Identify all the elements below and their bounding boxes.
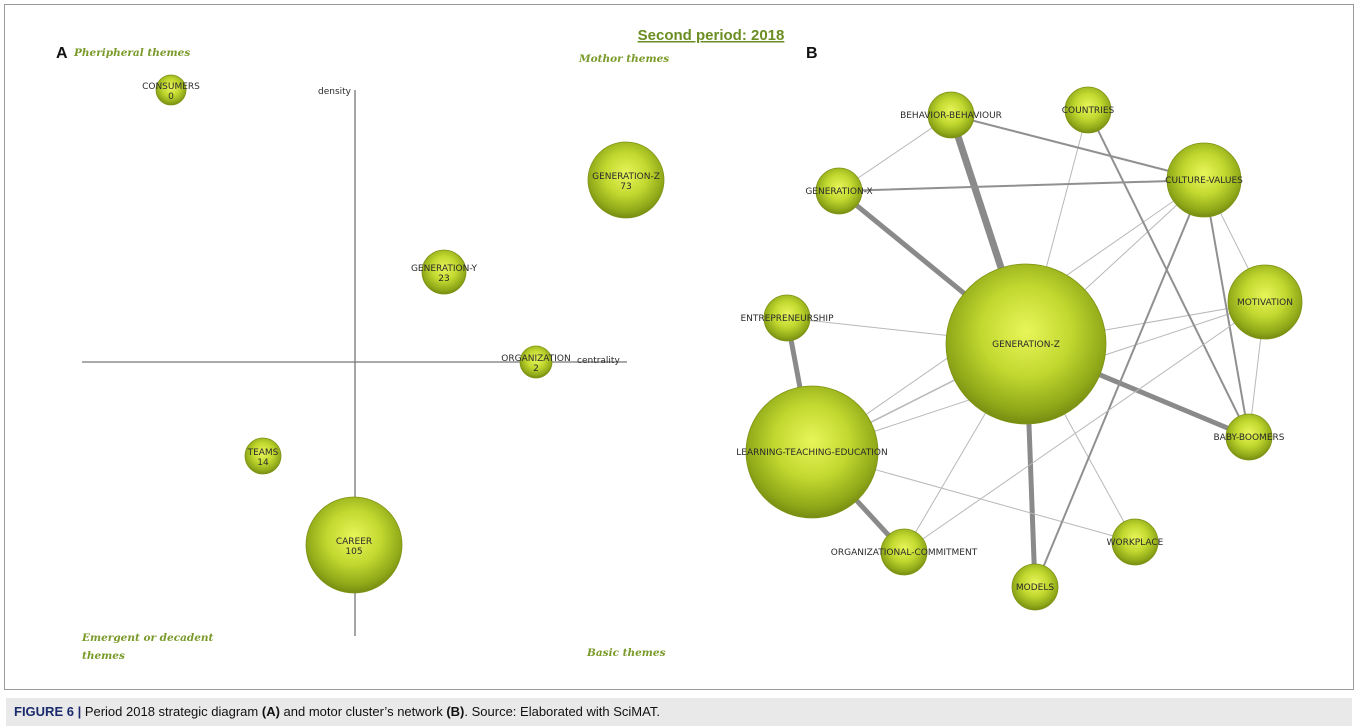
caption-text-3: . Source: Elaborated with SciMAT.	[464, 704, 660, 719]
node-label: LEARNING-TEACHING-EDUCATION	[736, 448, 887, 458]
theme-value: 14	[257, 458, 269, 468]
node-motivation: MOTIVATION	[1227, 264, 1303, 340]
node-bubble	[880, 528, 928, 576]
node-label: COUNTRIES	[1062, 106, 1115, 116]
caption-text-1: Period 2018 strategic diagram	[81, 704, 262, 719]
edge-mo-oc	[903, 301, 1266, 553]
node-bubble	[1011, 563, 1059, 611]
node-label: MODELS	[1016, 583, 1054, 593]
theme-name: ORGANIZATION	[501, 354, 570, 364]
edge-gx-cv	[838, 179, 1205, 192]
node-countries: COUNTRIES	[1062, 86, 1115, 134]
panel-a-letter: A	[56, 45, 68, 62]
caption-panel-b: (B)	[446, 704, 465, 719]
node-bubble	[815, 167, 863, 215]
centrality-axis-label: centrality	[577, 356, 620, 366]
edge-cv-md	[1034, 179, 1205, 588]
theme-value: 105	[345, 547, 362, 557]
quadrant-label-basic: Basic themes	[586, 647, 666, 659]
node-label: GENERATION-X	[805, 187, 872, 197]
node-bubble	[927, 91, 975, 139]
node-organizational-commitment: ORGANIZATIONAL-COMMITMENT	[831, 528, 978, 576]
theme-name: GENERATION-Z	[592, 172, 660, 182]
theme-bubble	[421, 249, 467, 295]
theme-value: 2	[533, 364, 539, 374]
figure-caption: FIGURE 6 | Period 2018 strategic diagram…	[6, 698, 1352, 726]
theme-bubble	[587, 141, 665, 219]
node-generation-x: GENERATION-X	[805, 167, 873, 215]
node-bubble	[1111, 518, 1159, 566]
theme-bubble	[244, 437, 282, 475]
quadrant-label-emergent-line2: themes	[82, 650, 125, 662]
node-bubble	[1227, 264, 1303, 340]
node-models: MODELS	[1011, 563, 1059, 611]
quadrant-label-motor: Mothor themes	[578, 53, 669, 65]
node-bubble	[945, 263, 1107, 425]
node-bubble	[745, 385, 879, 519]
node-bubble	[1166, 142, 1242, 218]
network-nodes: GENERATION-Z LEARNING-TEACHING-EDUCATION B…	[736, 86, 1303, 611]
node-bubble	[1225, 413, 1273, 461]
node-label: BABY-BOOMERS	[1214, 433, 1285, 443]
theme-bubble	[305, 496, 403, 594]
node-label: ENTREPRENEURSHIP	[740, 314, 834, 324]
theme-name: CAREER	[336, 537, 372, 547]
node-label: BEHAVIOR-BEHAVIOUR	[900, 111, 1002, 121]
caption-figure-number: FIGURE 6 |	[14, 704, 82, 719]
figure-frame	[4, 4, 1354, 690]
node-label: WORKPLACE	[1107, 538, 1164, 548]
node-behavior-behaviour: BEHAVIOR-BEHAVIOUR	[900, 91, 1002, 139]
panel-b-letter: B	[806, 45, 818, 62]
node-learning-teaching-education: LEARNING-TEACHING-EDUCATION	[736, 385, 888, 519]
node-label: GENERATION-Z	[992, 340, 1060, 350]
node-bubble	[1064, 86, 1112, 134]
node-generation-z: GENERATION-Z	[945, 263, 1107, 425]
node-workplace: WORKPLACE	[1107, 518, 1164, 566]
node-label: MOTIVATION	[1237, 298, 1293, 308]
theme-generation-z: GENERATION-Z73	[587, 141, 665, 219]
node-entrepreneurship: ENTREPRENEURSHIP	[740, 294, 834, 342]
quadrant-label-peripheral: Pheripheral themes	[73, 47, 190, 59]
node-label: ORGANIZATIONAL-COMMITMENT	[831, 548, 978, 558]
edge-bb-cv	[950, 114, 1205, 181]
node-bubble	[763, 294, 811, 342]
figure-canvas: Second period: 2018 A B Pheripheral them…	[56, 27, 1303, 662]
theme-name: GENERATION-Y	[411, 264, 478, 274]
theme-name: CONSUMERS	[142, 82, 200, 92]
theme-value: 73	[620, 182, 631, 192]
density-axis-label: density	[318, 87, 352, 97]
quadrant-label-emergent-line1: Emergent or decadent	[81, 632, 214, 644]
theme-bubble	[155, 74, 187, 106]
caption-panel-a: (A)	[261, 704, 280, 719]
node-culture-values: CULTURE-VALUES	[1165, 142, 1243, 218]
edge-co-boom	[1087, 109, 1250, 438]
figure-title: Second period: 2018	[638, 27, 785, 44]
theme-bubble	[519, 345, 553, 379]
theme-value: 0	[168, 92, 174, 102]
caption-text-2: and motor cluster’s network	[279, 704, 447, 719]
theme-value: 23	[438, 274, 449, 284]
theme-generation-y: GENERATION-Y23	[411, 249, 478, 295]
theme-name: TEAMS	[247, 448, 279, 458]
node-label: CULTURE-VALUES	[1165, 176, 1243, 186]
node-baby-boomers: BABY-BOOMERS	[1214, 413, 1285, 461]
edge-cv-boom	[1203, 179, 1250, 438]
